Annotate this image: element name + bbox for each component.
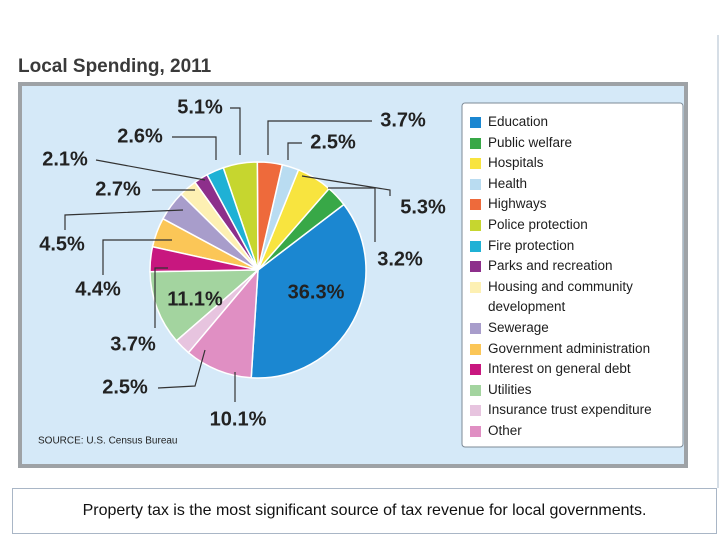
legend-label: Housing and community development [488,278,633,315]
legend-item: Health [470,174,666,195]
pie-slice [187,267,259,379]
leader-line [267,120,372,155]
value-label: 5.3% [400,196,446,218]
leader-line [95,159,206,181]
leader-line [64,209,184,230]
legend: Education Public welfare Hospitals Health Hi… [470,112,666,442]
value-label: 3.2% [377,248,423,270]
legend-item: Hospitals [470,153,666,174]
legend-swatch [470,158,481,170]
value-label: 2.5% [102,376,148,398]
legend-label: Highways [488,196,547,212]
legend-label: Insurance trust expenditure [488,402,652,418]
legend-swatch [470,178,481,190]
legend-swatch [470,384,481,396]
value-labels: 36.3% 3.2% 5.3% 2.5% 3.7% 5.1% 2.6% 2.1% 2.7% 4.5… [39,96,446,430]
source-note: SOURCE: U.S. Census Bureau [38,436,178,447]
legend-item: Fire protection [470,236,666,257]
value-label: 4.5% [39,233,85,255]
leader-line [230,107,241,155]
legend-label: Fire protection [488,237,575,253]
leader-line [287,142,302,160]
value-label: 2.7% [95,178,141,200]
chart-title: Local Spending, 2011 [18,56,212,77]
value-label: 3.7% [110,333,156,355]
legend-label: Parks and recreation [488,258,613,274]
legend-label: Other [488,422,522,438]
value-label: 2.1% [42,148,88,170]
legend-label: Hospitals [488,155,544,171]
leader-line [301,175,391,196]
legend-item: Highways [470,194,666,215]
legend-label: Utilities [488,381,532,397]
legend-swatch [470,364,481,376]
legend-item: Government administration [470,339,666,360]
legend-item: Sewerage [470,318,666,339]
legend-label: Interest on general debt [488,361,631,377]
legend-item: Public welfare [470,133,666,154]
legend-item: Insurance trust expenditure [470,400,666,421]
legend-swatch [470,425,481,437]
value-label: 4.4% [75,278,121,300]
pie-slice [250,203,367,379]
legend-box [461,102,684,448]
legend-swatch [470,343,481,355]
value-label: 5.1% [177,96,223,118]
leader-line [102,239,172,275]
legend-swatch [470,219,481,231]
legend-item: Interest on general debt [470,359,666,380]
legend-swatch [470,117,481,128]
value-label: 3.7% [380,109,426,131]
value-label: 2.6% [117,125,163,147]
value-label: 36.3% [288,281,345,303]
value-label: 10.1% [210,408,267,430]
legend-label: Sewerage [488,319,549,335]
legend-item: Police protection [470,215,666,236]
legend-swatch [470,322,481,334]
legend-item: Parks and recreation [470,256,666,277]
legend-swatch [470,405,481,417]
leader-line [157,349,206,389]
legend-item: Other [470,421,666,442]
legend-item: Utilities [470,380,666,401]
legend-label: Public welfare [488,134,573,150]
value-label: 11.1% [167,288,223,310]
leader-line [172,136,217,160]
legend-swatch [470,137,481,149]
legend-swatch [470,240,481,252]
legend-label: Police protection [488,216,588,232]
legend-item: Education [470,112,666,133]
value-label: 2.5% [310,131,356,153]
legend-swatch [470,261,481,273]
legend-label: Education [488,114,549,129]
legend-swatch [470,281,481,293]
pie-slice [149,269,261,342]
pie [149,161,367,379]
leader-lines [64,107,391,402]
legend-swatch [470,199,481,211]
legend-label: Health [488,175,528,191]
caption: Property tax is the most significant sou… [12,488,717,534]
leader-line [154,267,168,328]
legend-label: Government administration [488,340,651,356]
legend-item: Housing and community development [470,277,666,318]
